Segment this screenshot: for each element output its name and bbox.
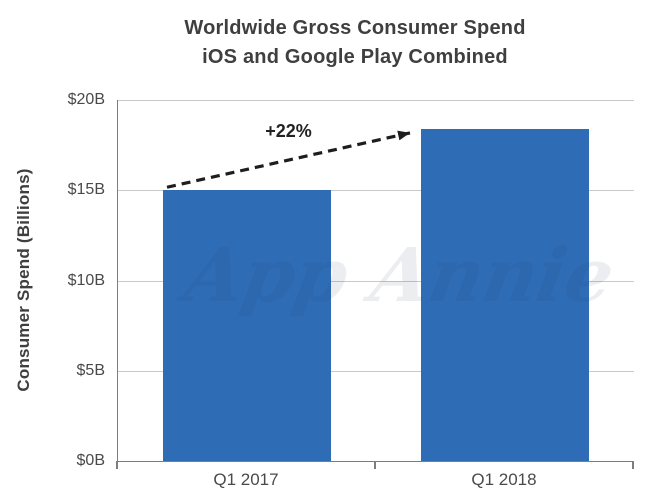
growth-annotation: +22% <box>265 121 312 141</box>
gridline-5b <box>118 370 634 372</box>
bar-q1-2017 <box>163 190 331 461</box>
gridline-15b <box>118 190 634 192</box>
y-tick-label--20b: $20B <box>67 91 105 108</box>
y-tick-label--5b: $5B <box>76 361 105 379</box>
y-tick-label--0b: $0B <box>76 452 105 469</box>
y-axis-title: Consumer Spend (Billions) <box>14 168 33 392</box>
gridline-20b <box>118 100 634 101</box>
y-tick-label--10b: $10B <box>67 271 105 289</box>
x-axis-tick-2 <box>632 461 634 469</box>
x-axis-tick-0 <box>116 461 118 469</box>
chart-title-block: Worldwide Gross Consumer Spend iOS and G… <box>60 14 650 72</box>
chart-subtitle: iOS and Google Play Combined <box>202 46 508 68</box>
gridline-10b <box>118 280 634 282</box>
plot-area <box>117 100 634 462</box>
chart-title: Worldwide Gross Consumer Spend <box>184 17 526 39</box>
y-tick-label--15b: $15B <box>67 181 105 199</box>
bar-q1-2018 <box>421 128 589 461</box>
x-axis-tick-1 <box>374 461 376 469</box>
x-tick-label-q1-2017: Q1 2017 <box>213 470 279 489</box>
x-tick-label-q1-2018: Q1 2018 <box>471 470 537 489</box>
